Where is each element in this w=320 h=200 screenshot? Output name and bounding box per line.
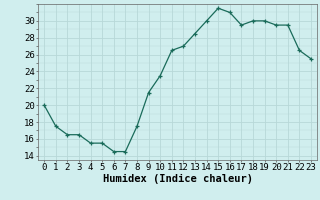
X-axis label: Humidex (Indice chaleur): Humidex (Indice chaleur) [103, 174, 252, 184]
